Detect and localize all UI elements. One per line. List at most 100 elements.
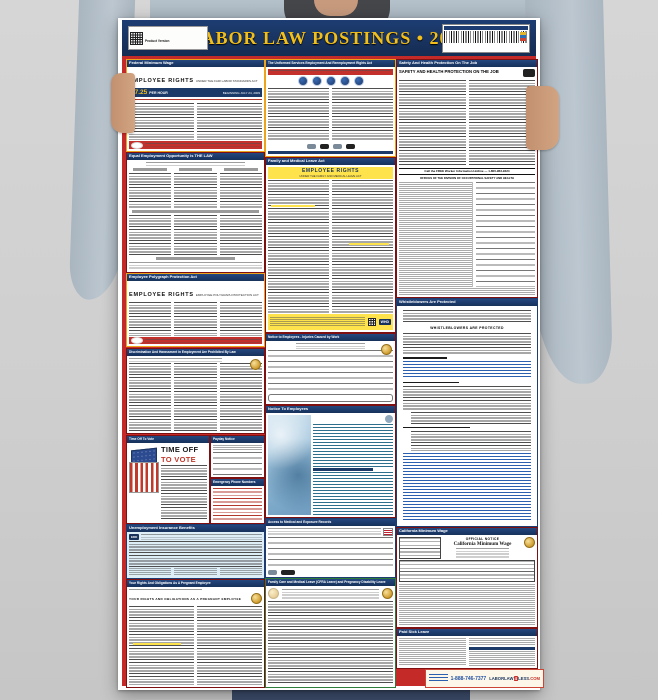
product-version-label: Product Version — [145, 39, 170, 43]
bottom-strip — [268, 151, 393, 154]
section-title: Employee Polygraph Protection Act — [127, 274, 264, 281]
edd-seal-icon — [385, 414, 393, 423]
text-block — [129, 215, 172, 256]
arrow-band — [268, 394, 393, 402]
column-heading — [133, 168, 168, 171]
question-heading — [403, 357, 447, 359]
dol-logo — [306, 143, 316, 149]
bottom-heading — [155, 257, 236, 260]
text-block — [129, 262, 262, 270]
text-block — [399, 80, 466, 166]
hotline-banner: Call the FREE Worker Information Hotline… — [399, 167, 535, 175]
fmla-subheading: UNDER THE FAMILY AND MEDICAL LEAVE ACT — [299, 173, 362, 178]
per-hour-label: PER HOUR — [149, 90, 168, 95]
pregnant-heading: YOUR RIGHTS AND OBLIGATIONS AS A PREGNAN… — [129, 596, 242, 601]
fmla-footer-band: WHD — [268, 314, 393, 330]
text-block-with-links — [403, 453, 531, 522]
state-seal-icon — [250, 358, 261, 370]
text-block — [174, 568, 217, 576]
numbered-list — [411, 430, 531, 451]
whd-logo: WHD — [378, 319, 391, 325]
edd-logo: EDD — [129, 533, 140, 540]
heading-text — [282, 588, 379, 599]
ballot-box-flag-illustration — [129, 445, 159, 493]
text-block — [312, 423, 393, 467]
employee-rights-heading: EMPLOYEE RIGHTS — [129, 77, 194, 84]
highlight-mark — [271, 204, 315, 207]
emergency-number-lines — [213, 487, 262, 521]
text-block — [129, 568, 172, 576]
section-userra: The Uniformed Services Employment And Re… — [265, 59, 396, 157]
footer-fine-print — [429, 674, 448, 683]
zebra-logo — [281, 569, 295, 575]
brand-number: 4 — [513, 676, 518, 681]
section-emergency-phone-numbers: Emergency Phone Numbers — [210, 478, 265, 524]
text-block — [213, 444, 262, 451]
whd-logo — [131, 337, 143, 344]
ca-minimum-wage-heading: California Minimum Wage — [453, 541, 512, 547]
section-injuries-caused-by-work: Notice to Employees - Injuries Caused by… — [265, 333, 396, 405]
section-title: Discrimination And Harassment in Employm… — [127, 349, 264, 356]
sub-band — [312, 467, 373, 471]
text-block — [268, 87, 329, 141]
section-polygraph: Employee Polygraph Protection Act EMPLOY… — [126, 273, 265, 347]
brand-right: LESS — [518, 676, 530, 681]
column-heading — [223, 168, 258, 171]
text-block — [197, 605, 262, 685]
heading-text — [268, 527, 381, 536]
section-time-off-to-vote: Time Off To Vote TIME OFF TO VOTE — [126, 435, 210, 524]
footer-text — [145, 143, 260, 147]
minimum-wage-amount: $7.25 — [131, 89, 148, 96]
section-federal-minimum-wage: Federal Minimum Wage EMPLOYEE RIGHTS UNDE… — [126, 59, 265, 152]
phone-number: 1-888-746-7377 — [450, 675, 487, 682]
section-paid-sick-leave: Paid Sick Leave — [396, 628, 538, 669]
effective-text — [455, 547, 510, 559]
heading-text — [296, 342, 365, 349]
section-title: Notice To Employees — [266, 406, 395, 413]
text-block — [174, 363, 217, 431]
vets-logo — [332, 143, 342, 149]
footer-logo-row — [268, 569, 393, 575]
section-payday-notice: Payday Notice — [210, 435, 265, 478]
text-block — [399, 583, 535, 625]
userra-subtitle-band — [268, 68, 393, 75]
watermark-photo — [268, 414, 311, 515]
whd-footer-band — [129, 141, 262, 149]
text-block — [219, 568, 262, 576]
barcode-label — [442, 24, 530, 53]
barcode-icon — [444, 31, 528, 43]
section-title: Payday Notice — [211, 436, 264, 443]
highlight-mark — [349, 242, 389, 245]
fmla-heading-band: EMPLOYEE RIGHTS UNDER THE FAMILY AND MED… — [268, 166, 393, 179]
brand-logo: LABORLAW 4 LESS .COM — [489, 676, 540, 681]
intro-text — [145, 161, 246, 167]
text-block — [197, 103, 262, 140]
wage-table — [399, 560, 535, 582]
state-seal-icon — [381, 343, 392, 355]
notice-line — [129, 98, 262, 102]
esgr-logo — [319, 143, 329, 149]
whd-footer-band — [129, 337, 262, 344]
agency-logo-icon — [311, 76, 322, 86]
section-cfra-leave: Family Care and Medical Leave (CFRA Leav… — [265, 578, 396, 688]
wage-band: $7.25 PER HOUR BEGINNING JULY 24, 2009 — [129, 88, 262, 97]
rate-schedule-table — [399, 536, 441, 559]
section-title: Family Care and Medical Leave (CFRA Leav… — [266, 579, 395, 586]
section-title: Federal Minimum Wage — [127, 60, 264, 67]
offices-list — [399, 181, 473, 287]
text-block — [141, 533, 262, 540]
jeans — [232, 687, 470, 700]
text-block — [399, 637, 466, 666]
state-seal-icon — [251, 593, 262, 604]
section-eeo: Equal Employment Opportunity is THE LAW — [126, 152, 265, 273]
text-block — [468, 637, 535, 646]
section-title: Family and Medical Leave Act — [266, 158, 395, 165]
qr-code-icon — [367, 318, 376, 326]
question-heading — [403, 381, 460, 384]
highlight-mark — [133, 642, 181, 645]
product-version-box: Product Version — [128, 26, 208, 50]
flsa-subheading: UNDER THE FAIR LABOR STANDARDS ACT — [195, 78, 258, 83]
flag-stripes — [129, 461, 159, 493]
section-title: Equal Employment Opportunity is THE LAW — [127, 153, 264, 160]
